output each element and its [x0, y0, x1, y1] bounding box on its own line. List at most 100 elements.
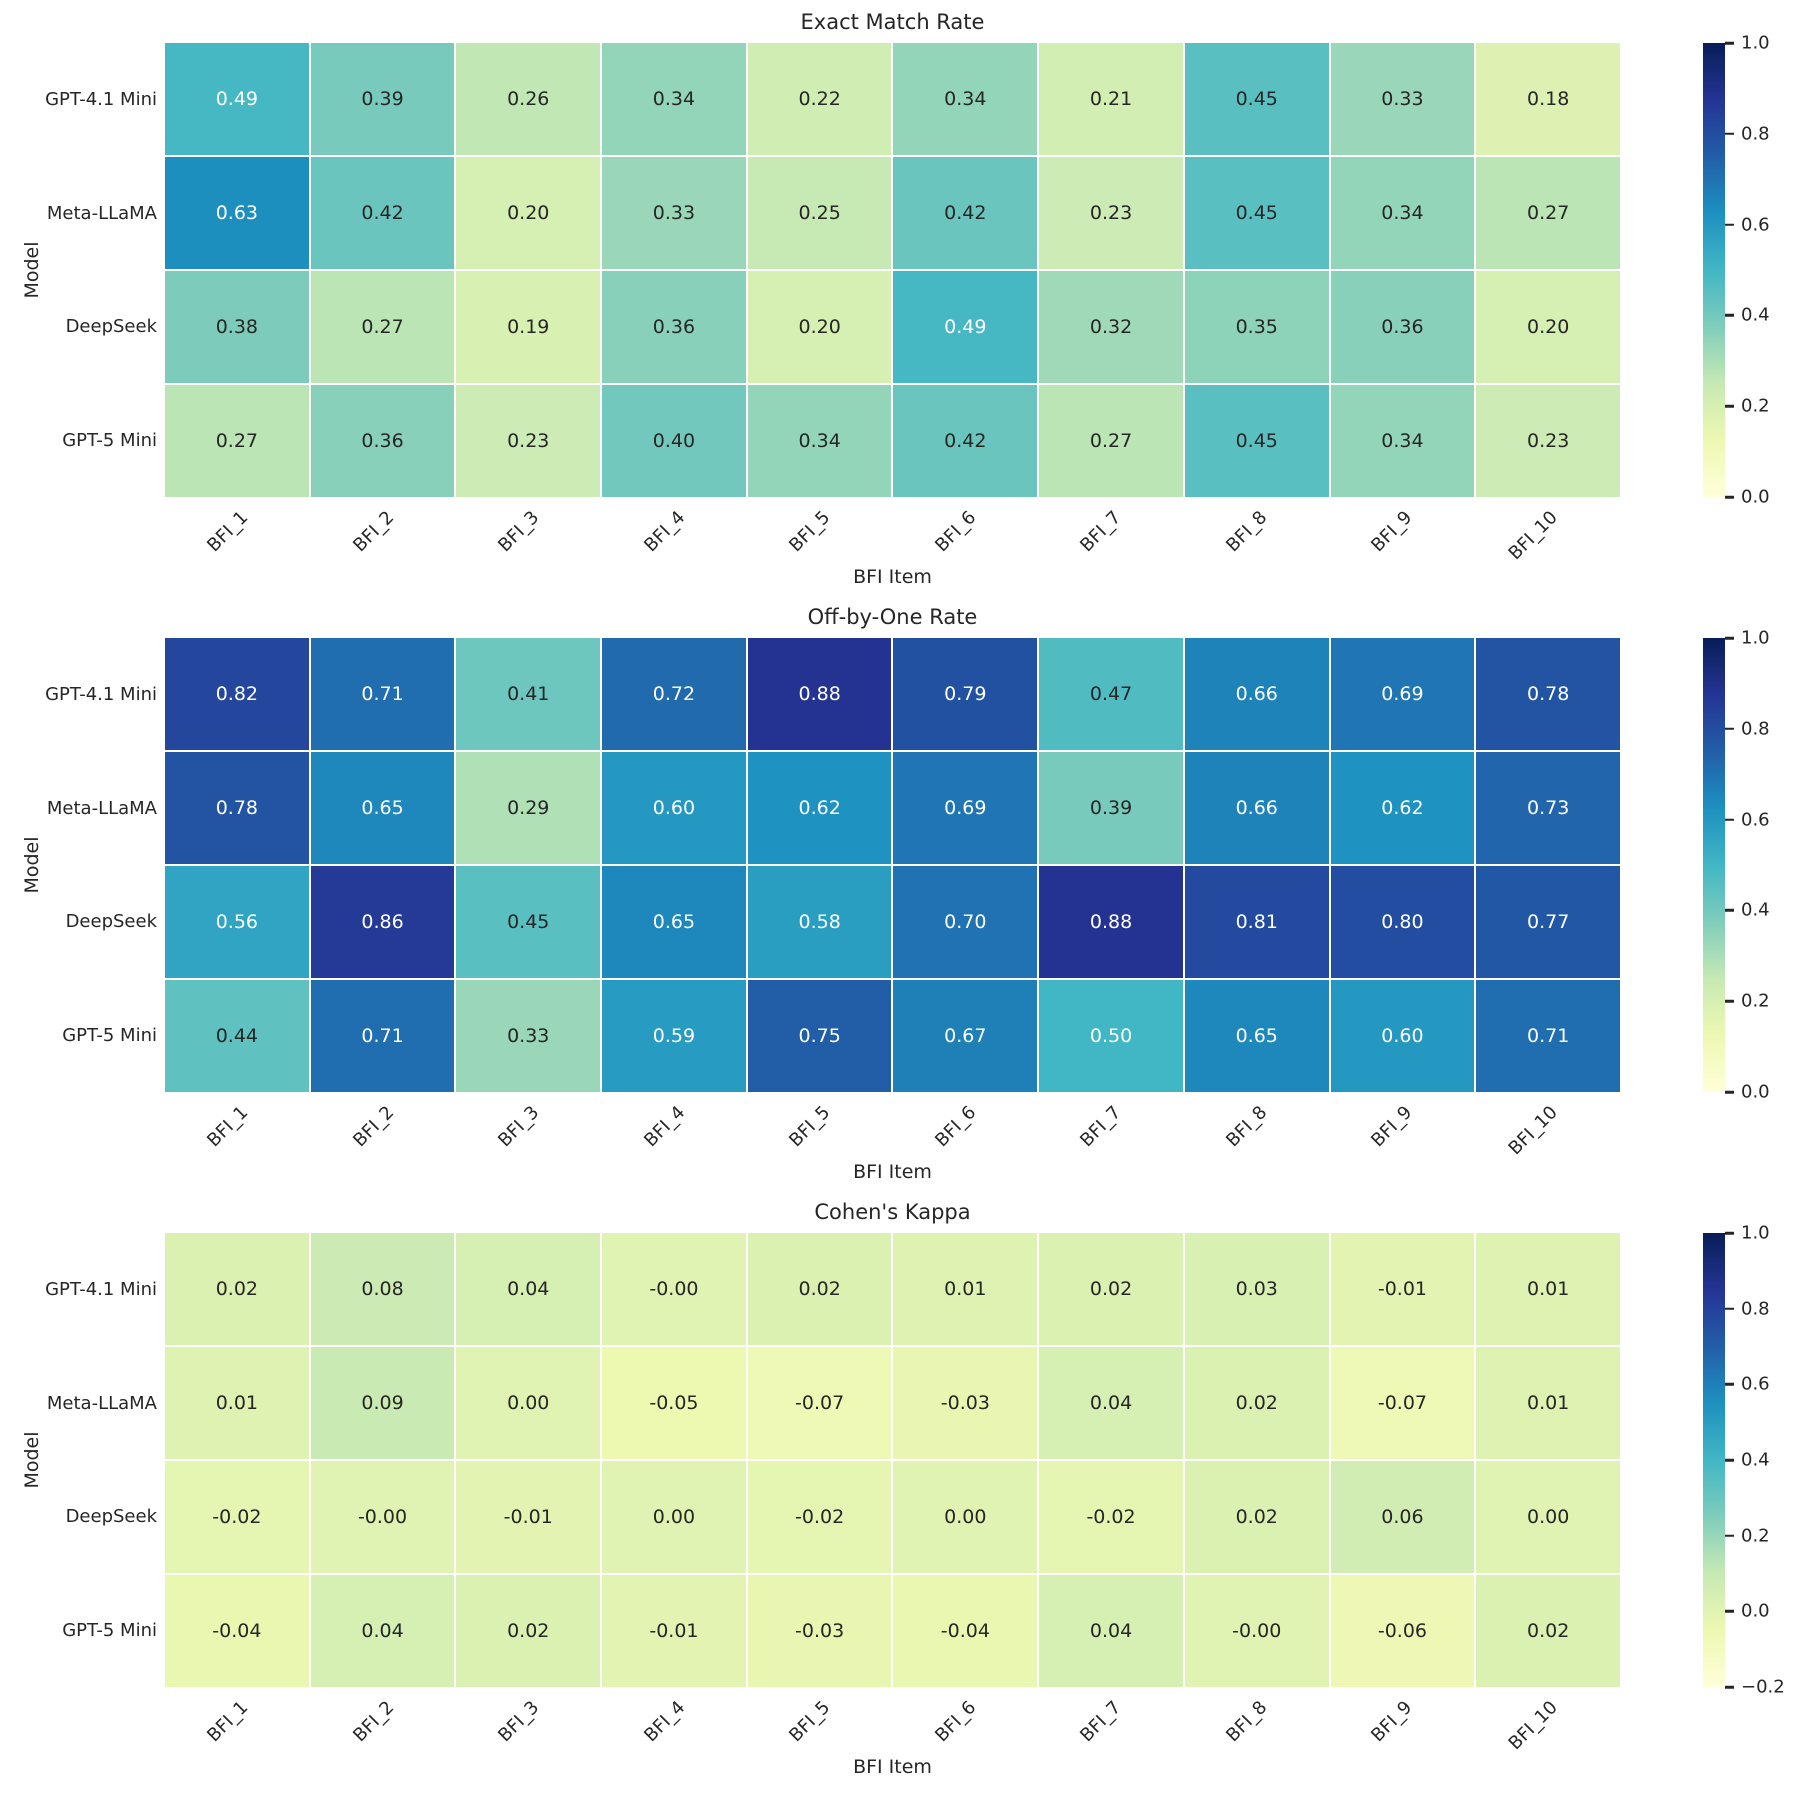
heatmap-cell: -0.00 — [1184, 1575, 1329, 1687]
colorbar-tick — [1725, 1090, 1734, 1094]
heatmap-cell: 0.60 — [602, 752, 746, 864]
heatmap-cell: 0.62 — [747, 752, 892, 864]
chart-title: Exact Match Rate — [800, 10, 985, 34]
heatmap-cell: 0.47 — [1039, 638, 1183, 750]
heatmap-cell: 0.71 — [310, 980, 455, 1092]
heatmap-cell: 0.65 — [602, 866, 746, 978]
colorbar-tick — [1725, 727, 1734, 731]
colorbar-tick — [1725, 1231, 1734, 1235]
heatmap-cell: 0.27 — [1476, 157, 1620, 269]
heatmap-cell: 0.00 — [602, 1461, 746, 1573]
heatmap-cell: 0.78 — [1476, 638, 1620, 750]
heatmap-cell: 0.04 — [456, 1233, 601, 1345]
heatmap-cell: 0.86 — [310, 866, 455, 978]
heatmap-cell: 0.18 — [1476, 43, 1620, 155]
chart-title: Off-by-One Rate — [807, 605, 978, 629]
colorbar-tick-label: 1.0 — [1741, 1222, 1770, 1244]
heatmap-cell: -0.00 — [602, 1233, 746, 1345]
heatmap-cell: 0.00 — [456, 1347, 601, 1459]
colorbar-tick-label: 0.8 — [1741, 1298, 1770, 1320]
heatmap-cell: 0.42 — [893, 385, 1038, 497]
heatmap-cell: 0.88 — [1039, 866, 1183, 978]
x-tick-label: BFI_8 — [1221, 1102, 1272, 1152]
heatmap-cell: -0.01 — [456, 1461, 601, 1573]
heatmap-cell: 0.19 — [456, 271, 601, 383]
x-tick-label: BFI_3 — [494, 1697, 544, 1747]
heatmap-grid: 0.49 0.39 0.26 0.34 0.22 0.34 0.21 0.45 0.33 0.18… — [165, 43, 1620, 497]
heatmap-cell: 0.34 — [747, 385, 892, 497]
x-tick-label: BFI_1 — [203, 507, 253, 557]
x-tick-labels: BFI_1 BFI_2 BFI_3 BFI_4 BFI_5 BFI_6 BFI_7 BFI_8… — [165, 505, 1620, 567]
x-tick-label: BFI_3 — [494, 507, 544, 557]
heatmap-cell: 0.00 — [1476, 1461, 1620, 1573]
heatmap-cell: 0.20 — [747, 271, 892, 383]
heatmap-cell: -0.07 — [747, 1347, 892, 1459]
colorbar-tick-label: 0.4 — [1741, 304, 1770, 326]
heatmap-cell: 0.65 — [310, 752, 455, 864]
heatmap-cell: 0.45 — [1184, 43, 1329, 155]
heatmap-cell: 0.34 — [1330, 157, 1475, 269]
heatmap-cell: 0.39 — [310, 43, 455, 155]
x-tick-label: BFI_2 — [348, 1102, 399, 1152]
heatmap-cell: 0.03 — [1184, 1233, 1329, 1345]
colorbar-tick-label: 0.4 — [1741, 1449, 1770, 1471]
colorbar-tick-label: 0.6 — [1741, 214, 1770, 236]
colorbar-tick — [1725, 1458, 1734, 1462]
heatmap-cell: 0.65 — [1184, 980, 1329, 1092]
heatmap-cell: 0.34 — [1330, 385, 1475, 497]
heatmap-cell: 0.67 — [893, 980, 1038, 1092]
heatmap-cell: 0.33 — [602, 157, 746, 269]
heatmap-cell: 0.60 — [1330, 980, 1475, 1092]
heatmap-cell: 0.81 — [1184, 866, 1329, 978]
x-tick-label: BFI_9 — [1367, 507, 1417, 557]
y-tick-label: DeepSeek — [65, 316, 157, 338]
heatmap-cell: 0.59 — [602, 980, 746, 1092]
colorbar-tick-label: 0.2 — [1741, 990, 1770, 1012]
heatmap-cell: -0.05 — [602, 1347, 746, 1459]
heatmap-cell: 0.09 — [310, 1347, 455, 1459]
heatmap-cell: 0.39 — [1039, 752, 1183, 864]
heatmap-cell: 0.01 — [893, 1233, 1038, 1345]
heatmap-cell: -0.03 — [893, 1347, 1038, 1459]
heatmap-cell: 0.33 — [1330, 43, 1475, 155]
heatmap-cell: 0.36 — [602, 271, 746, 383]
heatmap-cell: 0.49 — [893, 271, 1038, 383]
colorbar-gradient — [1703, 43, 1725, 497]
heatmap-cell: 0.06 — [1330, 1461, 1475, 1573]
heatmap-cell: 0.01 — [1476, 1233, 1620, 1345]
heatmap-cell: 0.42 — [893, 157, 1038, 269]
heatmap-cell: 0.63 — [165, 157, 309, 269]
x-tick-label: BFI_7 — [1076, 507, 1126, 557]
heatmap-grid: 0.82 0.71 0.41 0.72 0.88 0.79 0.47 0.66 0.69 0.78… — [165, 638, 1620, 1092]
heatmap-cell: 0.66 — [1184, 638, 1329, 750]
heatmap-cell: 0.72 — [602, 638, 746, 750]
heatmap-cell: 0.73 — [1476, 752, 1620, 864]
heatmap-cell: 0.02 — [1039, 1233, 1183, 1345]
x-tick-label: BFI_5 — [785, 507, 835, 557]
colorbar-tick-label: 0.0 — [1741, 486, 1770, 508]
colorbar-tick-label: 0.6 — [1741, 1373, 1770, 1395]
heatmap-cell: 0.88 — [747, 638, 892, 750]
heatmap-cell: 0.27 — [1039, 385, 1183, 497]
colorbar-tick — [1725, 1534, 1734, 1537]
heatmap-cell: -0.07 — [1330, 1347, 1475, 1459]
colorbar-tick — [1725, 132, 1734, 136]
heatmap-cell: 0.04 — [1039, 1575, 1183, 1687]
colorbar-tick — [1725, 1383, 1734, 1386]
heatmap-grid: 0.02 0.08 0.04 -0.00 0.02 0.01 0.02 0.03 -0.01 0.… — [165, 1233, 1620, 1687]
x-tick-label: BFI_9 — [1367, 1102, 1417, 1152]
heatmap-cell: 0.02 — [1476, 1575, 1620, 1687]
colorbar-tick — [1725, 1307, 1734, 1310]
heatmap-cell: 0.70 — [893, 866, 1038, 978]
heatmap-cell: 0.29 — [456, 752, 601, 864]
x-tick-label: BFI_9 — [1367, 1697, 1417, 1747]
subplot-exact-match-rate: Exact Match Rate Model GPT-4.1 Mini Meta-… — [0, 0, 1797, 595]
x-tick-label: BFI_2 — [348, 507, 399, 557]
heatmap-cell: 0.02 — [747, 1233, 892, 1345]
heatmap-cell: 0.04 — [1039, 1347, 1183, 1459]
subplot-cohens-kappa: Cohen's Kappa Model GPT-4.1 Mini Meta-LLa… — [0, 1190, 1797, 1785]
heatmap-cell: 0.75 — [747, 980, 892, 1092]
colorbar-tick-label: −0.2 — [1741, 1676, 1785, 1698]
heatmap-cell: -0.04 — [893, 1575, 1038, 1687]
heatmap-cell: -0.00 — [310, 1461, 455, 1573]
